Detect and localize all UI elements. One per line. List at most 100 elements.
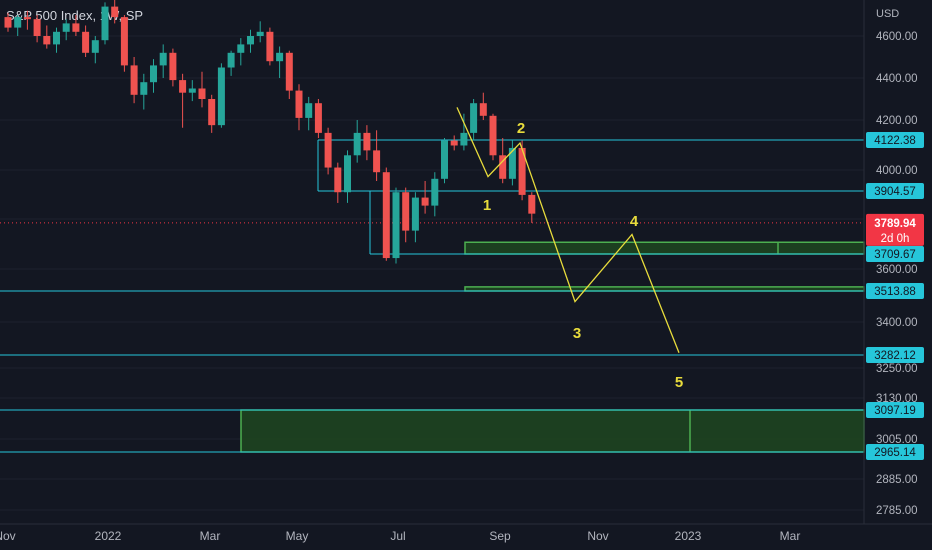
wave-label: 2 — [517, 120, 525, 137]
candle-body — [247, 36, 254, 45]
current-price-tag — [866, 213, 924, 246]
y-tick-label: 3600.00 — [876, 264, 918, 276]
candle-body — [450, 140, 458, 146]
price-level-tag-label: 3709.67 — [874, 249, 916, 261]
price-level-tag-label: 3282.12 — [874, 350, 916, 362]
candle-body — [314, 103, 322, 133]
support-zone — [240, 409, 865, 453]
wave-label: 5 — [675, 374, 683, 391]
candle-body — [62, 23, 70, 32]
x-tick-label: Mar — [780, 529, 801, 543]
candle-body — [499, 155, 507, 179]
y-tick-label: 4200.00 — [876, 115, 918, 127]
x-tick-label: Mar — [200, 529, 221, 543]
candle-body — [14, 17, 22, 28]
candle-body — [198, 88, 206, 99]
currency-label: USD — [876, 8, 900, 20]
elliott-wave-projection: 1 2 3 4 5 — [456, 107, 683, 391]
y-tick-label: 3400.00 — [876, 317, 918, 329]
candle-body — [4, 17, 12, 28]
wave-label: 1 — [483, 197, 491, 214]
x-tick-label: 2023 — [675, 529, 702, 543]
price-levels — [0, 139, 864, 453]
candle-body — [111, 6, 119, 18]
candle-body — [489, 115, 497, 156]
x-tick-label: Sep — [489, 529, 511, 543]
price-level-tag — [866, 246, 924, 262]
candle-body — [101, 6, 109, 41]
candle-body — [431, 178, 439, 206]
price-level-tag — [866, 283, 924, 299]
candle-body — [188, 88, 196, 93]
candle-body — [276, 52, 284, 62]
candle-body — [266, 31, 274, 62]
x-tick-label: Nov — [0, 529, 16, 543]
candle-body — [295, 90, 303, 118]
price-level-tag — [866, 347, 924, 363]
x-tick-label: Jul — [390, 529, 405, 543]
candle-body — [324, 132, 332, 168]
candle-body — [508, 147, 516, 179]
candle-body — [344, 155, 351, 193]
candle-body — [208, 99, 216, 126]
price-level-tag — [866, 444, 924, 460]
candle-body — [285, 52, 293, 91]
price-level-tag — [866, 402, 924, 418]
candle-body — [237, 44, 245, 53]
candle-body — [518, 147, 526, 195]
price-level-tag-label: 3097.19 — [874, 405, 916, 417]
wave-label: 4 — [630, 213, 639, 230]
candle-body — [159, 52, 167, 66]
candle-body — [382, 172, 390, 259]
wave-label: 3 — [573, 325, 581, 342]
candle-body — [72, 23, 80, 32]
wave-path — [456, 107, 680, 354]
current-price-label: 3789.94 — [874, 218, 916, 230]
candle-body — [169, 52, 177, 81]
candle-body — [392, 192, 400, 259]
y-tick-label: 4000.00 — [876, 165, 918, 177]
candle-body — [363, 132, 371, 151]
support-zone — [464, 241, 865, 255]
candle-body — [91, 40, 99, 53]
candle-body — [402, 192, 410, 231]
candle-body — [179, 80, 187, 93]
support-zone — [464, 286, 865, 292]
candle-body — [441, 140, 448, 179]
candle-body — [305, 103, 313, 118]
y-tick-label: 2785.00 — [876, 505, 918, 517]
y-tick-label: 2885.00 — [876, 474, 918, 486]
candle-body — [227, 52, 235, 68]
candle-body — [470, 103, 478, 133]
countdown-label: 2d 0h — [881, 233, 910, 245]
candle-body — [256, 31, 264, 36]
candle-body — [334, 167, 342, 193]
candle-body — [140, 82, 148, 95]
candle-body — [373, 150, 381, 173]
candles — [4, 0, 536, 264]
candle-body — [23, 17, 31, 20]
price-level-tag-label: 3513.88 — [874, 286, 916, 298]
candle-body — [479, 103, 487, 116]
y-tick-label: 3005.00 — [876, 434, 918, 446]
price-level-tag-label: 3904.57 — [874, 186, 916, 198]
x-tick-label: May — [286, 529, 309, 543]
candle-body — [33, 19, 41, 36]
candle-body — [421, 197, 429, 206]
candle-body — [130, 65, 138, 95]
y-tick-label: 3250.00 — [876, 363, 918, 375]
price-tags: 4122.38 3904.57 3709.67 3513.88 3282.12 3097.… — [866, 132, 924, 460]
x-tick-label: 2022 — [95, 529, 122, 543]
price-level-tag-label: 4122.38 — [874, 135, 916, 147]
candle-body — [353, 132, 361, 156]
candle-body — [411, 197, 419, 231]
y-tick-label: 4400.00 — [876, 73, 918, 85]
price-level-tag-label: 2965.14 — [874, 447, 916, 459]
candle-body — [82, 31, 90, 53]
candle-body — [528, 194, 536, 214]
y-tick-label: 4600.00 — [876, 31, 918, 43]
candle-body — [53, 31, 60, 45]
candle-body — [460, 132, 468, 146]
